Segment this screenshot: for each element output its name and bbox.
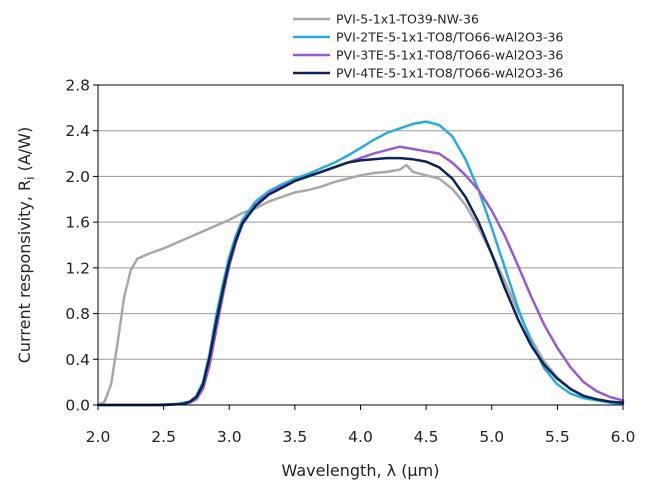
y-tick-label: 1.6 [65, 214, 90, 232]
gridlines [98, 84, 623, 406]
legend-label-4: PVI-4TE-5-1x1-TO8/TO66-wAl2O3-36 [336, 66, 563, 81]
x-axis-ticks: 2.0 2.5 3.0 3.5 4.0 4.5 5.0 5.5 6.0 [86, 405, 636, 446]
x-tick-label: 4.5 [414, 428, 439, 446]
x-tick-label: 4.0 [348, 428, 373, 446]
plot-area-border [97, 84, 624, 406]
series-line-4 [96, 156, 625, 407]
y-axis-title-unit: (A/W) [15, 127, 34, 177]
legend: PVI-5-1x1-TO39-NW-36 PVI-2TE-5-1x1-TO8/TO… [293, 12, 563, 81]
x-tick-label: 2.0 [86, 428, 111, 446]
y-tick-label: 2.8 [65, 77, 90, 95]
y-tick-label: 0.8 [65, 305, 90, 323]
y-axis-ticks: 0.0 0.4 0.8 1.2 1.6 2.0 2.4 2.8 [65, 77, 98, 415]
x-tick-label: 3.0 [217, 428, 242, 446]
y-tick-label: 1.2 [65, 259, 90, 277]
y-tick-label: 0.4 [65, 351, 90, 369]
series-lines [96, 120, 625, 407]
series-line-3 [96, 145, 625, 407]
x-tick-label: 5.0 [479, 428, 504, 446]
x-tick-label: 3.5 [283, 428, 308, 446]
y-tick-label: 2.0 [65, 168, 90, 186]
y-axis-title-main: Current responsivity, R [15, 180, 34, 363]
y-tick-label: 2.4 [65, 122, 90, 140]
y-axis-title: Current responsivity, Ri (A/W) [15, 127, 37, 363]
legend-label-2: PVI-2TE-5-1x1-TO8/TO66-wAl2O3-36 [336, 30, 563, 45]
legend-label-1: PVI-5-1x1-TO39-NW-36 [336, 12, 479, 27]
y-tick-label: 0.0 [65, 397, 90, 415]
x-axis-title: Wavelength, λ (µm) [282, 461, 440, 480]
x-tick-label: 5.5 [545, 428, 570, 446]
y-axis-title-subscript: i [23, 176, 37, 179]
x-tick-label: 6.0 [611, 428, 636, 446]
x-tick-label: 2.5 [151, 428, 176, 446]
legend-label-3: PVI-3TE-5-1x1-TO8/TO66-wAl2O3-36 [336, 48, 563, 63]
